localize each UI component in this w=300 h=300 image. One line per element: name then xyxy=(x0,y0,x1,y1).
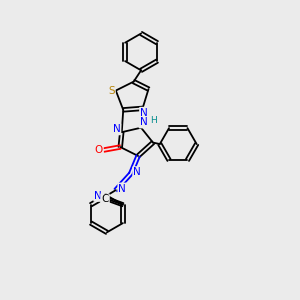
Text: N: N xyxy=(94,191,102,201)
Text: O: O xyxy=(94,145,103,155)
Text: N: N xyxy=(133,167,141,177)
Text: N: N xyxy=(140,117,147,128)
Text: N: N xyxy=(140,108,148,118)
Text: N: N xyxy=(112,124,120,134)
Text: C: C xyxy=(101,194,109,204)
Text: S: S xyxy=(108,85,115,96)
Text: N: N xyxy=(118,184,126,194)
Text: H: H xyxy=(150,116,157,125)
